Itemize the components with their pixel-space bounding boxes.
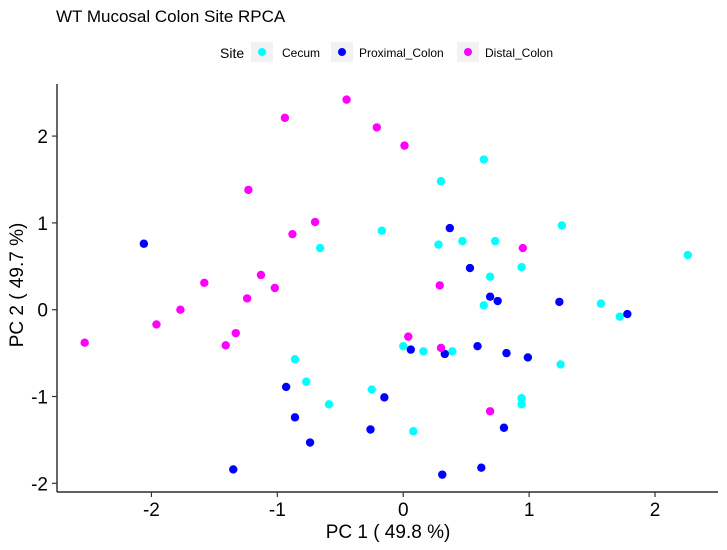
data-point [377, 226, 387, 235]
y-tick-label: 1 [37, 214, 48, 235]
data-point [465, 263, 475, 273]
legend-label: Proximal_Colon [359, 46, 444, 60]
data-point [409, 427, 418, 436]
data-point [400, 141, 409, 150]
data-point [152, 320, 161, 329]
y-tick-label: 2 [37, 127, 48, 148]
data-point [310, 217, 320, 227]
data-point [556, 360, 565, 369]
data-point [479, 301, 489, 310]
data-point [399, 341, 408, 351]
data-point [477, 463, 486, 472]
data-point [440, 349, 449, 359]
x-tick-label: 1 [524, 500, 535, 521]
data-point [436, 177, 446, 186]
data-point [434, 240, 443, 249]
data-point [242, 294, 252, 303]
data-point [473, 341, 482, 351]
y-tick-label: -1 [31, 388, 48, 409]
chart-title: WT Mucosal Colon Site RPCA [56, 7, 286, 26]
legend-marker [338, 48, 346, 56]
data-point [438, 470, 447, 479]
data-point [80, 338, 89, 347]
data-point [445, 223, 455, 233]
data-point [458, 236, 467, 246]
data-point [302, 377, 311, 386]
data-point [485, 292, 495, 301]
data-point [256, 270, 266, 280]
data-point [229, 465, 238, 474]
data-point [139, 239, 149, 248]
axes: -2 -1 0 1 2 -2 -1 0 1 2 [31, 84, 718, 521]
data-point [485, 272, 495, 281]
data-point [305, 438, 315, 447]
data-point [557, 221, 567, 230]
y-tick-label: -2 [31, 474, 48, 495]
x-tick-label: -2 [143, 500, 160, 521]
data-point [523, 353, 533, 362]
data-point [419, 347, 428, 356]
data-point [342, 95, 351, 104]
data-point [517, 262, 526, 272]
data-point [493, 296, 502, 306]
data-point [372, 123, 381, 132]
legend-marker [464, 48, 472, 56]
data-point [490, 236, 500, 246]
data-point [366, 425, 375, 434]
legend-title: Site [220, 45, 244, 61]
data-point [435, 281, 444, 290]
data-point [288, 229, 297, 239]
data-point [555, 297, 564, 307]
data-point [290, 354, 300, 364]
data-point [485, 407, 495, 416]
data-point [615, 312, 624, 321]
data-point [596, 299, 606, 308]
legend: Site Cecum Proximal_Colon Distal_Colon [220, 42, 553, 62]
x-tick-label: 2 [650, 500, 661, 521]
data-point [176, 305, 185, 314]
legend-label: Distal_Colon [485, 46, 553, 60]
data-point [517, 400, 526, 409]
data-point [221, 341, 230, 350]
data-point [280, 113, 290, 123]
x-tick-label: -1 [269, 500, 286, 521]
legend-label: Cecum [282, 46, 320, 60]
data-points [80, 95, 692, 479]
data-point [315, 243, 325, 253]
data-point [479, 155, 489, 164]
data-point [231, 328, 240, 338]
data-point [281, 382, 291, 392]
data-point [448, 347, 457, 356]
data-point [367, 385, 376, 394]
y-axis-title: PC 2 ( 49.7 %) [7, 223, 28, 348]
data-point [404, 332, 413, 341]
data-point [499, 423, 509, 432]
data-point [623, 309, 632, 319]
y-tick-label: 0 [37, 301, 48, 322]
data-point [200, 278, 209, 287]
data-point [502, 348, 511, 358]
data-point [683, 250, 692, 260]
data-point [380, 393, 389, 402]
data-point [270, 283, 280, 293]
x-tick-label: 0 [398, 500, 409, 521]
data-point [290, 413, 300, 422]
data-point [518, 243, 528, 253]
data-point [406, 345, 415, 354]
data-point [324, 400, 334, 409]
x-axis-title: PC 1 ( 49.8 %) [326, 522, 451, 543]
legend-marker [258, 48, 266, 56]
data-point [517, 394, 526, 403]
data-point [436, 343, 446, 353]
data-point [244, 185, 253, 195]
